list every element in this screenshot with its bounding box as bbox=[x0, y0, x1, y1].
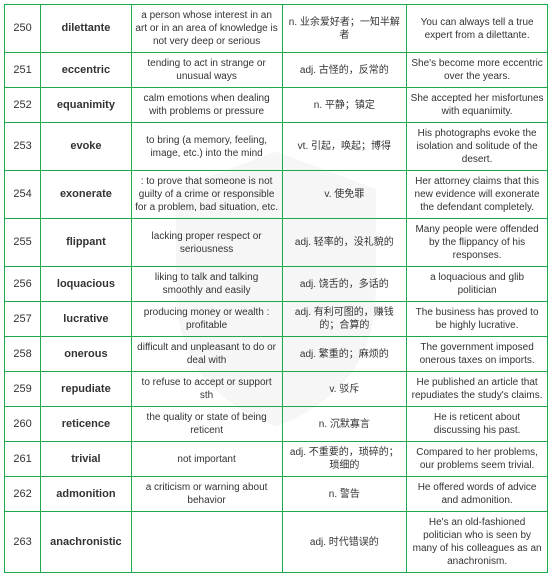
table-row: 250dilettantea person whose interest in … bbox=[5, 5, 548, 53]
example: The business has proved to be highly luc… bbox=[407, 302, 548, 337]
row-number: 260 bbox=[5, 407, 41, 442]
row-number: 252 bbox=[5, 88, 41, 123]
chinese: v. 使免罪 bbox=[282, 171, 407, 219]
example: He's an old-fashioned politician who is … bbox=[407, 512, 548, 573]
row-number: 263 bbox=[5, 512, 41, 573]
definition: calm emotions when dealing with problems… bbox=[131, 88, 282, 123]
vocab-word: flippant bbox=[41, 219, 131, 267]
row-number: 254 bbox=[5, 171, 41, 219]
table-row: 263anachronistic adj. 时代错误的He's an old-fa… bbox=[5, 512, 548, 573]
definition: the quality or state of being reticent bbox=[131, 407, 282, 442]
chinese: n. 警告 bbox=[282, 477, 407, 512]
row-number: 251 bbox=[5, 53, 41, 88]
definition: liking to talk and talking smoothly and … bbox=[131, 267, 282, 302]
definition: a person whose interest in an art or in … bbox=[131, 5, 282, 53]
vocab-word: repudiate bbox=[41, 372, 131, 407]
row-number: 255 bbox=[5, 219, 41, 267]
table-row: 253evoketo bring (a memory, feeling, ima… bbox=[5, 123, 548, 171]
table-row: 262admonitiona criticism or warning abou… bbox=[5, 477, 548, 512]
example: He is reticent about discussing his past… bbox=[407, 407, 548, 442]
table-row: 260reticencethe quality or state of bein… bbox=[5, 407, 548, 442]
example: He published an article that repudiates … bbox=[407, 372, 548, 407]
example: He offered words of advice and admonitio… bbox=[407, 477, 548, 512]
vocab-word: anachronistic bbox=[41, 512, 131, 573]
example: Many people were offended by the flippan… bbox=[407, 219, 548, 267]
chinese: vt. 引起，唤起；博得 bbox=[282, 123, 407, 171]
row-number: 253 bbox=[5, 123, 41, 171]
chinese: v. 驳斥 bbox=[282, 372, 407, 407]
example: a loquacious and glib politician bbox=[407, 267, 548, 302]
row-number: 257 bbox=[5, 302, 41, 337]
table-row: 257lucrativeproducing money or wealth : … bbox=[5, 302, 548, 337]
vocab-word: reticence bbox=[41, 407, 131, 442]
row-number: 261 bbox=[5, 442, 41, 477]
vocabulary-table: 250dilettantea person whose interest in … bbox=[4, 4, 548, 573]
table-row: 259repudiateto refuse to accept or suppo… bbox=[5, 372, 548, 407]
definition: : to prove that someone is not guilty of… bbox=[131, 171, 282, 219]
chinese: adj. 有利可图的，赚钱的；合算的 bbox=[282, 302, 407, 337]
row-number: 262 bbox=[5, 477, 41, 512]
definition: a criticism or warning about behavior bbox=[131, 477, 282, 512]
definition: difficult and unpleasant to do or deal w… bbox=[131, 337, 282, 372]
vocab-word: admonition bbox=[41, 477, 131, 512]
example: She accepted her misfortunes with equani… bbox=[407, 88, 548, 123]
definition bbox=[131, 512, 282, 573]
vocab-word: exonerate bbox=[41, 171, 131, 219]
row-number: 258 bbox=[5, 337, 41, 372]
vocab-word: lucrative bbox=[41, 302, 131, 337]
definition: to bring (a memory, feeling, image, etc.… bbox=[131, 123, 282, 171]
table-row: 252equanimitycalm emotions when dealing … bbox=[5, 88, 548, 123]
vocab-word: onerous bbox=[41, 337, 131, 372]
vocab-word: trivial bbox=[41, 442, 131, 477]
vocab-word: dilettante bbox=[41, 5, 131, 53]
vocab-word: loquacious bbox=[41, 267, 131, 302]
chinese: adj. 繁重的；麻烦的 bbox=[282, 337, 407, 372]
chinese: n. 沉默寡言 bbox=[282, 407, 407, 442]
definition: to refuse to accept or support sth bbox=[131, 372, 282, 407]
example: Compared to her problems, our problems s… bbox=[407, 442, 548, 477]
example: Her attorney claims that this new eviden… bbox=[407, 171, 548, 219]
row-number: 259 bbox=[5, 372, 41, 407]
definition: not important bbox=[131, 442, 282, 477]
chinese: adj. 轻率的，没礼貌的 bbox=[282, 219, 407, 267]
table-row: 258onerousdifficult and unpleasant to do… bbox=[5, 337, 548, 372]
example: She's become more eccentric over the yea… bbox=[407, 53, 548, 88]
example: The government imposed onerous taxes on … bbox=[407, 337, 548, 372]
table-row: 251eccentrictending to act in strange or… bbox=[5, 53, 548, 88]
definition: tending to act in strange or unusual way… bbox=[131, 53, 282, 88]
chinese: n. 业余爱好者；一知半解者 bbox=[282, 5, 407, 53]
chinese: adj. 时代错误的 bbox=[282, 512, 407, 573]
chinese: adj. 古怪的，反常的 bbox=[282, 53, 407, 88]
vocab-word: eccentric bbox=[41, 53, 131, 88]
table-row: 256loquaciousliking to talk and talking … bbox=[5, 267, 548, 302]
vocab-word: equanimity bbox=[41, 88, 131, 123]
chinese: n. 平静；镇定 bbox=[282, 88, 407, 123]
definition: lacking proper respect or seriousness bbox=[131, 219, 282, 267]
table-row: 254exonerate: to prove that someone is n… bbox=[5, 171, 548, 219]
chinese: adj. 饶舌的，多话的 bbox=[282, 267, 407, 302]
example: His photographs evoke the isolation and … bbox=[407, 123, 548, 171]
row-number: 256 bbox=[5, 267, 41, 302]
vocab-word: evoke bbox=[41, 123, 131, 171]
table-row: 255flippantlacking proper respect or ser… bbox=[5, 219, 548, 267]
example: You can always tell a true expert from a… bbox=[407, 5, 548, 53]
definition: producing money or wealth : profitable bbox=[131, 302, 282, 337]
chinese: adj. 不重要的，琐碎的；琐细的 bbox=[282, 442, 407, 477]
row-number: 250 bbox=[5, 5, 41, 53]
table-row: 261trivialnot importantadj. 不重要的，琐碎的；琐细的… bbox=[5, 442, 548, 477]
